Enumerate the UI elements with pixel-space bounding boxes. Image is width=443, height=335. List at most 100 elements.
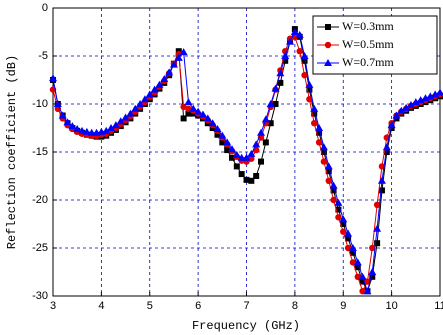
y-tick-label: -10: [32, 98, 48, 110]
marker: [165, 68, 174, 76]
marker: [49, 74, 57, 82]
marker: [311, 120, 318, 127]
marker: [306, 86, 313, 93]
marker: [320, 149, 327, 155]
marker: [68, 122, 77, 130]
marker: [73, 124, 82, 132]
marker: [136, 100, 145, 107]
marker: [369, 273, 376, 280]
marker: [242, 153, 251, 161]
y-axis-label: Reflection coefficient (dB): [5, 55, 19, 249]
marker: [282, 57, 289, 64]
marker: [145, 90, 154, 98]
marker: [330, 187, 337, 194]
legend-label: W=0.5mm: [342, 37, 394, 51]
marker: [233, 163, 240, 170]
marker: [208, 119, 217, 127]
marker: [354, 264, 361, 271]
marker: [344, 229, 353, 237]
marker: [330, 196, 337, 204]
x-tick-label: 7: [243, 300, 249, 312]
marker: [344, 244, 352, 252]
marker: [140, 95, 149, 103]
marker: [290, 28, 299, 35]
marker: [78, 126, 87, 134]
marker: [107, 124, 116, 131]
marker: [383, 149, 390, 155]
marker: [340, 228, 347, 235]
marker: [334, 198, 343, 206]
y-tick-label: -25: [32, 242, 48, 254]
y-tick-label: 0: [42, 2, 48, 14]
marker: [359, 288, 366, 295]
marker: [373, 201, 381, 208]
marker: [387, 121, 396, 129]
marker: [315, 139, 323, 146]
marker: [224, 147, 231, 154]
marker: [82, 127, 91, 135]
x-tick-label: 11: [434, 300, 443, 312]
marker: [281, 52, 290, 59]
marker: [169, 60, 178, 68]
marker: [243, 176, 250, 183]
marker: [219, 139, 226, 146]
marker: [426, 92, 435, 100]
marker: [311, 110, 318, 117]
marker: [392, 111, 401, 119]
marker: [431, 90, 440, 98]
marker: [320, 158, 328, 165]
marker: [238, 171, 245, 178]
marker: [349, 249, 356, 256]
marker: [185, 105, 192, 113]
marker: [179, 48, 188, 56]
marker: [353, 258, 362, 266]
marker: [102, 126, 111, 134]
x-axis-label: Frequency (GHz): [192, 319, 300, 333]
marker: [228, 154, 235, 161]
marker: [354, 273, 361, 280]
y-tick-label: -30: [32, 290, 48, 302]
y-tick-label: -5: [38, 50, 48, 62]
x-tick-label: 3: [50, 300, 56, 312]
x-tick-label: 8: [292, 300, 298, 312]
marker: [411, 98, 420, 106]
marker: [126, 109, 135, 117]
marker: [301, 72, 308, 79]
marker: [111, 121, 120, 129]
marker: [310, 104, 319, 112]
marker: [382, 143, 391, 151]
x-tick-label: 9: [340, 300, 346, 312]
marker: [214, 131, 221, 138]
marker: [286, 37, 295, 45]
marker: [348, 244, 357, 251]
marker: [160, 75, 169, 83]
marker: [345, 235, 352, 242]
marker: [421, 94, 430, 102]
marker: [369, 244, 376, 252]
marker: [121, 113, 130, 121]
marker: [248, 177, 255, 184]
marker: [378, 187, 385, 194]
marker: [218, 131, 227, 139]
marker: [267, 120, 274, 127]
legend-label: W=0.3mm: [342, 19, 394, 33]
marker: [329, 181, 338, 189]
marker: [185, 110, 192, 117]
marker: [325, 177, 332, 184]
marker: [416, 96, 425, 104]
marker: [325, 24, 331, 30]
marker: [305, 80, 314, 88]
marker: [277, 79, 284, 86]
marker: [53, 100, 62, 107]
marker: [232, 150, 241, 158]
marker: [194, 107, 203, 115]
marker: [253, 173, 260, 179]
marker: [266, 100, 275, 107]
marker: [63, 118, 72, 126]
marker: [368, 268, 377, 275]
marker: [258, 158, 265, 165]
marker: [296, 48, 303, 55]
marker: [340, 221, 347, 227]
